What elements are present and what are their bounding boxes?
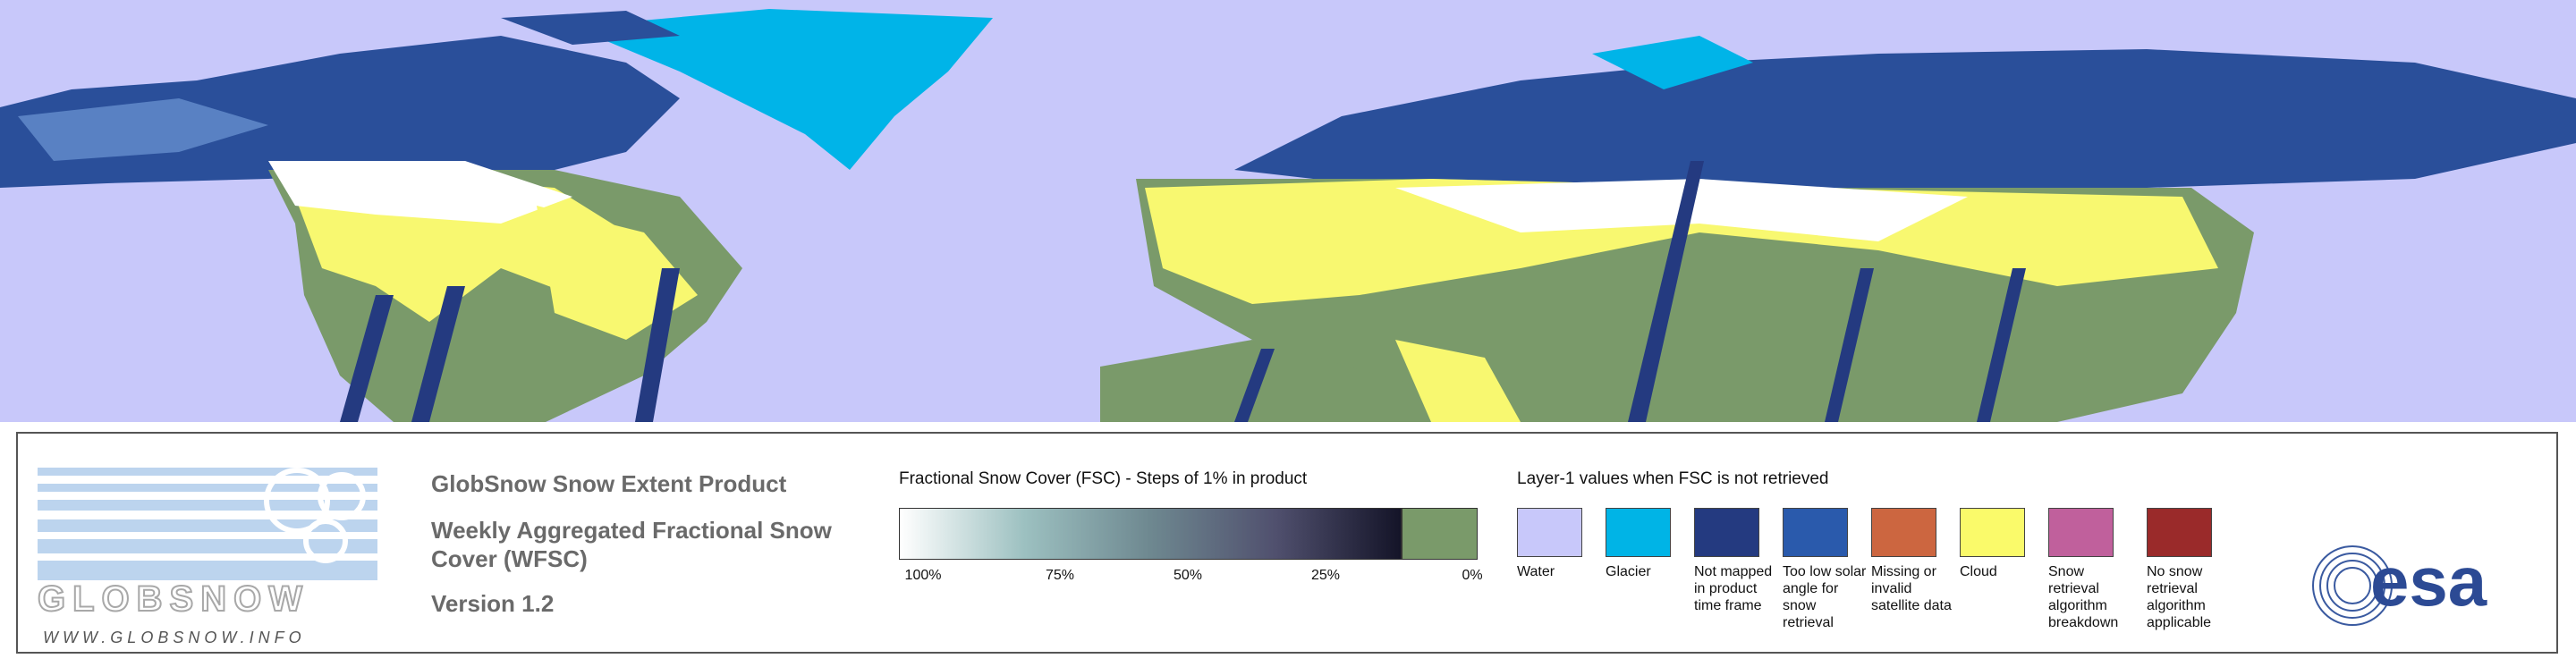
- legend-swatch: [1694, 508, 1759, 557]
- fsc-gradient: [899, 508, 1402, 560]
- fsc-tick-label: 25%: [1310, 568, 1341, 583]
- legend-label: Cloud: [1960, 564, 1997, 579]
- fsc-tick-label: 75%: [1045, 568, 1075, 583]
- legend-swatch: [1606, 508, 1671, 557]
- logo-url: WWW.GLOBSNOW.INFO: [43, 629, 306, 646]
- legend-panel: GLOBSNOW WWW.GLOBSNOW.INFO GlobSnow Snow…: [16, 432, 2558, 654]
- fsc-zero-box: [1402, 508, 1478, 560]
- legend-label: Missing or invalid satellite data: [1871, 564, 1952, 613]
- fsc-tick-label: 100%: [904, 568, 942, 583]
- fsc-tick-label: 0%: [1462, 568, 1483, 583]
- product-title: GlobSnow Snow Extent Product: [431, 470, 787, 497]
- snow-map: [0, 0, 2576, 422]
- legend-swatch: [2147, 508, 2212, 557]
- fsc-title: Fractional Snow Cover (FSC) - Steps of 1…: [899, 469, 1308, 488]
- legend-label: Not mapped in product time frame: [1694, 564, 1773, 613]
- layer1-title: Layer-1 values when FSC is not retrieved: [1517, 469, 1829, 488]
- legend-label: Too low solar angle for snow retrieval: [1783, 564, 1867, 630]
- esa-logo: esa: [2312, 542, 2487, 626]
- legend-swatch: [1517, 508, 1582, 557]
- legend-label: No snow retrieval algorithm applicable: [2147, 564, 2212, 630]
- fsc-tick-label: 50%: [1173, 568, 1203, 583]
- legend-swatch: [1783, 508, 1848, 557]
- agency-name: esa: [2370, 542, 2487, 621]
- logo-name: GLOBSNOW: [38, 579, 309, 619]
- legend-swatch: [2048, 508, 2114, 557]
- globsnow-logo: GLOBSNOW WWW.GLOBSNOW.INFO: [38, 468, 377, 646]
- legend-label: Glacier: [1606, 564, 1651, 579]
- product-version: Version 1.2: [431, 590, 555, 617]
- legend-swatch: [1871, 508, 1936, 557]
- legend-label: Snow retrieval algorithm breakdown: [2048, 564, 2119, 630]
- legend-swatch: [1960, 508, 2025, 557]
- legend-label: Water: [1517, 564, 1555, 579]
- product-subtitle: Weekly Aggregated Fractional Snow Cover …: [431, 517, 832, 572]
